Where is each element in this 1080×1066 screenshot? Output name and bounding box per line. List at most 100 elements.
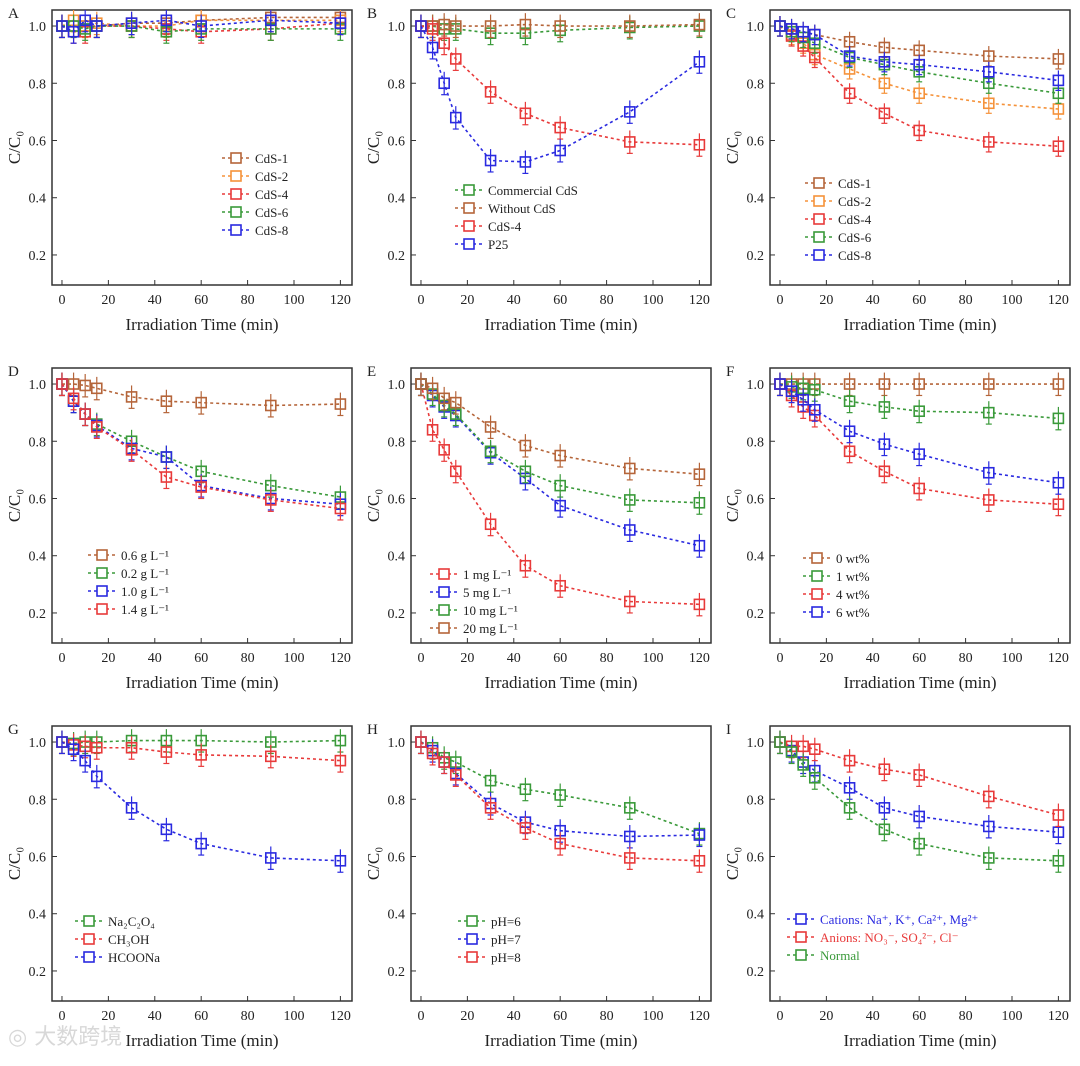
legend-label: HCOONa [108,950,160,965]
data-point [797,393,809,406]
x-tick-label: 100 [642,293,663,308]
data-point [195,396,207,409]
data-point [808,771,821,784]
data-point [160,746,173,758]
y-tick-label: 0.2 [29,965,47,980]
data-point [774,736,786,748]
data-point [438,37,450,49]
data-point [982,97,995,110]
legend-label: CH₃OH [108,932,149,947]
x-axis-label: Irradiation Time (min) [126,1031,279,1050]
legend-label: 0.2 g L⁻¹ [121,566,169,581]
data-point [334,17,347,29]
y-tick-label: 0.8 [388,435,406,450]
x-tick-label: 0 [776,1009,783,1024]
y-tick-label: 0.2 [29,249,47,264]
x-tick-label: 80 [959,651,973,666]
data-point [623,852,636,864]
series-line [779,741,1059,833]
y-tick-label: 0.8 [747,77,765,92]
legend-marker [463,220,475,232]
data-point [554,479,566,492]
data-point [415,378,427,390]
data-point [878,378,891,390]
data-point [484,154,497,167]
legend-marker [438,586,450,598]
y-tick-label: 0.2 [388,965,406,980]
data-point [195,481,207,493]
data-point [913,58,925,71]
data-point [449,20,462,32]
data-point [554,579,566,592]
legend-marker [811,552,823,564]
data-point [982,136,995,148]
y-tick-label: 0.8 [29,77,47,92]
x-tick-label: 120 [689,651,710,666]
x-tick-label: 120 [1048,1009,1069,1024]
data-point [125,391,138,403]
x-tick-label: 20 [819,1009,833,1024]
series-4: CdS-8 [774,16,1065,263]
legend-label: CdS-1 [255,151,288,166]
data-point [1052,412,1065,425]
data-point [56,736,68,748]
series-line [779,383,1059,484]
y-tick-label: 0.8 [747,435,765,450]
series-line [420,741,700,838]
data-point [519,18,532,31]
panel-label: G [8,722,19,738]
y-tick-label: 0.6 [29,492,47,507]
x-tick-label: 0 [58,651,65,666]
data-point [484,445,497,458]
data-point [67,25,80,38]
legend-marker [96,567,108,579]
y-tick-label: 0.8 [388,77,406,92]
x-tick-label: 120 [1048,293,1069,308]
y-tick-label: 0.4 [747,908,765,923]
series-line [779,383,1059,420]
y-tick-label: 0.6 [747,492,765,507]
data-point [1052,826,1065,838]
data-point [878,802,891,814]
x-tick-label: 100 [283,293,304,308]
data-point [67,743,80,755]
x-tick-label: 60 [912,293,926,308]
data-point [913,87,925,100]
data-point [1052,476,1065,489]
plot-frame [769,9,1071,286]
chart-panel-a: A 0.2 0.4 0.6 0.8 1.0 0 20 40 60 80 100 120 Irradiati… [5,6,353,334]
x-tick-label: 0 [58,1009,65,1024]
data-point [843,378,856,390]
data-point [843,782,856,794]
watermark: ◎ 大数跨境 [8,1025,123,1050]
data-point [797,740,809,753]
legend-marker [811,588,823,600]
data-point [484,774,497,787]
data-point [125,444,138,456]
legend-marker [463,184,475,196]
data-point [160,395,173,407]
data-point [334,398,347,410]
legend-marker [795,931,807,943]
series-3: P25 [415,14,706,252]
series-3: 1.4 g L⁻¹ [56,372,347,617]
data-point [1052,378,1065,390]
legend-label: 0 wt% [836,551,870,566]
x-tick-label: 100 [1001,293,1022,308]
y-tick-label: 1.0 [29,20,47,35]
y-tick-label: 0.6 [29,850,47,865]
data-point [554,20,566,32]
x-tick-label: 60 [194,293,208,308]
legend-marker [811,606,823,618]
data-point [1052,498,1065,511]
data-point [334,854,347,867]
data-point [693,854,706,867]
legend-label: Anions: NO₃⁻, SO₄²⁻, Cl⁻ [820,930,959,945]
legend-marker [230,206,242,218]
data-point [438,392,450,405]
data-point [334,754,347,767]
legend-marker [463,202,475,214]
x-tick-label: 120 [330,651,351,666]
data-point [519,783,532,796]
x-tick-label: 20 [101,651,115,666]
